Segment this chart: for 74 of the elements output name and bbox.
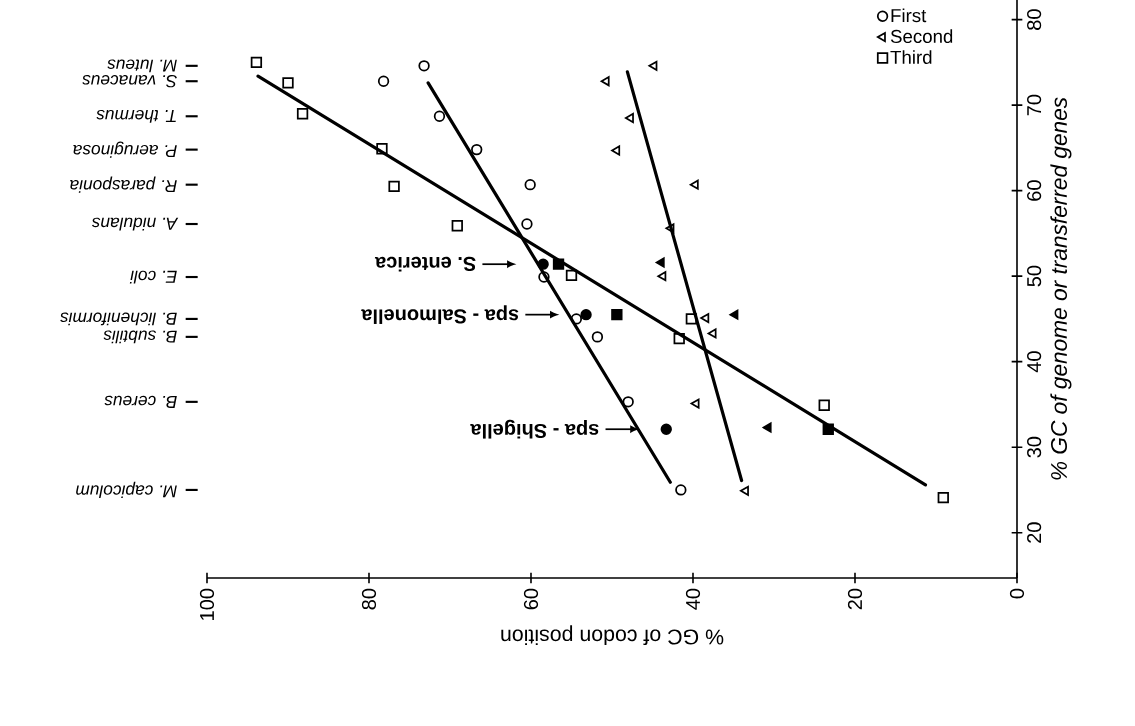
point bbox=[524, 179, 536, 191]
point bbox=[611, 145, 621, 156]
point bbox=[282, 77, 294, 89]
text: B. cereus bbox=[104, 395, 177, 408]
point bbox=[685, 313, 698, 325]
point bbox=[622, 396, 634, 408]
point bbox=[591, 331, 604, 343]
y-tick-label: 20 bbox=[1027, 522, 1042, 543]
annotation: spa - Shigella bbox=[470, 419, 599, 439]
point bbox=[580, 308, 592, 321]
point bbox=[600, 76, 610, 87]
point bbox=[689, 179, 699, 190]
point bbox=[552, 258, 565, 270]
annotation: S. enterica bbox=[374, 256, 476, 272]
point bbox=[611, 308, 623, 321]
text: R. parasponia bbox=[70, 176, 177, 193]
legend-label: Second bbox=[890, 29, 953, 44]
x-axis-title: % GC of codon position bbox=[501, 625, 724, 646]
point bbox=[376, 143, 388, 155]
point bbox=[624, 112, 634, 124]
y-tick-label: 40 bbox=[1027, 351, 1042, 373]
text: A. nidulans bbox=[92, 217, 179, 231]
point bbox=[471, 143, 483, 156]
point bbox=[377, 75, 390, 87]
text: E. coli bbox=[129, 270, 177, 284]
x-tick-label: 60 bbox=[523, 588, 539, 610]
point bbox=[657, 271, 667, 282]
text: T. thermus bbox=[96, 109, 176, 123]
text: P. aeruginosa bbox=[73, 141, 177, 158]
y-tick-label: 60 bbox=[1027, 180, 1042, 201]
point bbox=[250, 56, 263, 69]
point bbox=[739, 485, 749, 496]
y-tick-label: 70 bbox=[1027, 94, 1042, 116]
point bbox=[690, 398, 700, 409]
y-tick-label: 80 bbox=[1027, 9, 1042, 30]
point bbox=[521, 218, 533, 230]
point bbox=[937, 491, 949, 504]
point bbox=[822, 423, 834, 435]
point bbox=[665, 223, 675, 234]
point bbox=[655, 257, 665, 268]
x-tick-label: 0 bbox=[1009, 588, 1025, 599]
text: B. subtilis bbox=[103, 330, 177, 344]
text: B. licheniformis bbox=[60, 312, 177, 326]
legend-label: Third bbox=[890, 50, 932, 64]
annotation: spa - Salmonella bbox=[361, 305, 519, 324]
point bbox=[537, 258, 549, 270]
point bbox=[675, 484, 687, 496]
point bbox=[707, 328, 717, 339]
point bbox=[648, 60, 658, 71]
x-tick-label: 100 bbox=[199, 588, 215, 620]
x-tick-label: 80 bbox=[361, 588, 377, 610]
point bbox=[729, 309, 739, 320]
legend-label: First bbox=[891, 8, 927, 23]
y-tick-label: 50 bbox=[1027, 265, 1042, 287]
text: M. capicolum bbox=[76, 481, 177, 499]
y-axis-title: % GC of genome or transferred genes bbox=[1050, 97, 1072, 480]
point bbox=[700, 313, 710, 324]
point bbox=[451, 220, 463, 232]
point bbox=[570, 313, 583, 325]
point bbox=[388, 180, 400, 193]
point bbox=[433, 110, 446, 122]
x-tick-label: 20 bbox=[847, 588, 863, 610]
point bbox=[673, 332, 685, 345]
point bbox=[538, 271, 550, 283]
x-tick-label: 40 bbox=[685, 588, 701, 610]
point bbox=[762, 422, 772, 433]
point bbox=[660, 423, 672, 435]
point bbox=[296, 108, 309, 120]
point bbox=[418, 60, 430, 72]
text: S. vanaceus bbox=[82, 75, 177, 88]
text: M. luteus bbox=[107, 59, 177, 73]
point bbox=[818, 399, 830, 411]
y-tick-label: 30 bbox=[1027, 436, 1042, 458]
point bbox=[565, 269, 578, 281]
